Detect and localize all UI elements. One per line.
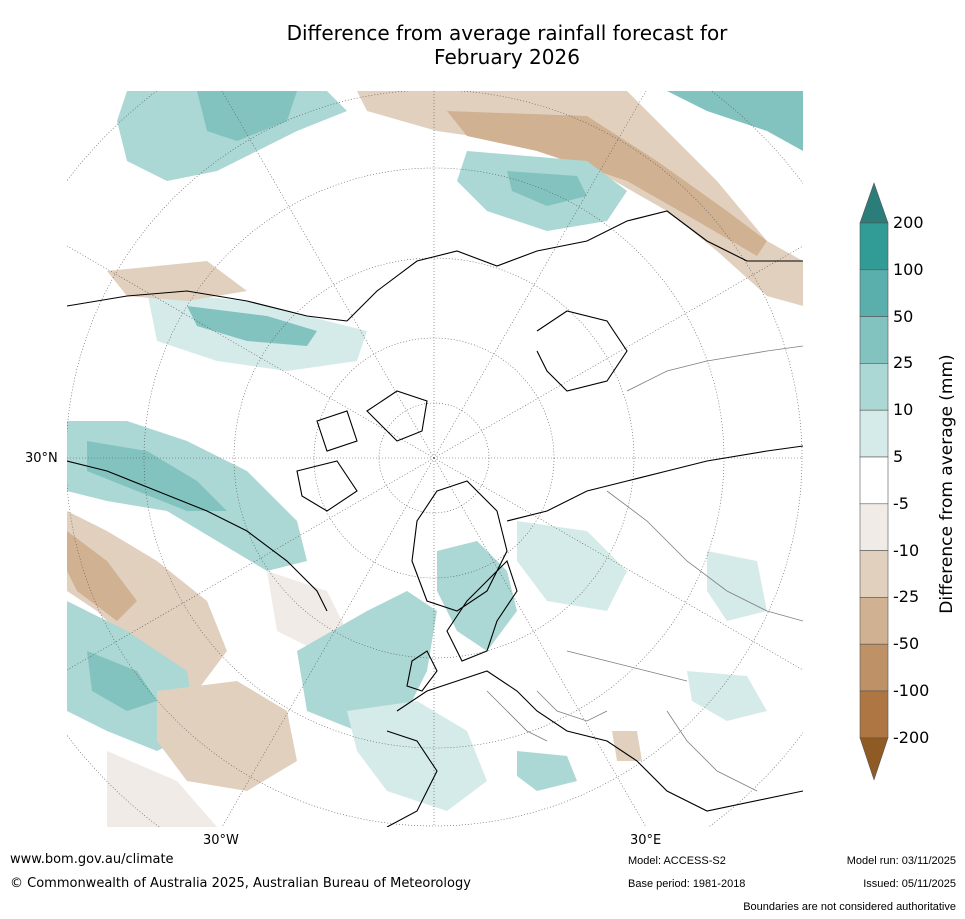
colorbar-tick-label: 100 [893, 259, 924, 279]
footer-model: Model: ACCESS-S2 [628, 855, 726, 867]
colorbar-tick-label: 25 [893, 353, 914, 373]
anomaly-region-wet-topleft-core [197, 91, 297, 141]
country-borders [486, 345, 803, 792]
lon-label-30w: 30°W [203, 833, 239, 848]
colorbar-tick-label: -5 [893, 493, 909, 513]
footer-copyright: © Commonwealth of Australia 2025, Austra… [10, 876, 471, 891]
anomaly-region-wet-asia-core [87, 441, 227, 511]
coastline-russia-arctic [506, 445, 803, 522]
anomaly-region-wet-canada-core [507, 171, 587, 206]
colorbar-swatch [859, 597, 889, 645]
anomaly-region-wet-siberia-core [187, 306, 317, 346]
anomaly-region-dry-lowerleft-core [67, 531, 137, 621]
coastline-uk [406, 650, 438, 692]
lon-label-30e: 30°E [630, 833, 662, 848]
anomaly-region-wet-lowerleft-core [87, 651, 157, 711]
coastline-scandinavia [446, 559, 518, 662]
colorbar-swatch [859, 643, 889, 692]
footer-model-run: Model run: 03/11/2025 [846, 855, 956, 867]
coastlines [67, 210, 803, 827]
colorbar-title: Difference from average (mm) [937, 354, 957, 614]
coastline-europe [396, 670, 803, 812]
footer-disclaimer: Boundaries are not considered authoritat… [743, 901, 956, 913]
coastline-arctic-islands [296, 390, 428, 512]
colorbar-tick-label: 5 [893, 447, 904, 466]
colorbar-tick-label: 200 [893, 213, 924, 232]
anomaly-region-wet-atlantic [297, 591, 437, 731]
coastline-siberia [67, 460, 328, 612]
rainfall-anomaly-map [67, 91, 803, 827]
anomaly-region-dry-bottom [157, 681, 297, 791]
anomaly-region-wet-europe [437, 541, 517, 651]
coastline-greenland [411, 480, 508, 612]
colorbar-swatch [859, 690, 889, 739]
colorbar-swatch [859, 316, 889, 364]
colorbar-swatch [859, 503, 889, 551]
anomaly-region-wet-russia [517, 521, 627, 611]
colorbar-swatch [859, 363, 889, 411]
anomaly-region-wet-atlantic-light [347, 701, 487, 811]
anomaly-region-dry-lowerleft [67, 511, 227, 691]
colorbar-swatch [859, 222, 889, 271]
colorbar-extend-max [859, 182, 889, 224]
coastline-north-america [346, 210, 803, 322]
chart-title-line-2: February 2026 [434, 45, 580, 69]
colorbar-tick-label: -50 [893, 634, 920, 654]
colorbar-extend-min [859, 737, 889, 781]
colorbar-tick-label: -200 [893, 727, 930, 747]
anomaly-region-wet-caspian [687, 671, 767, 721]
footer-base-period: Base period: 1981-2018 [628, 878, 746, 890]
colorbar-swatch [859, 409, 889, 458]
coastline-iberia [386, 730, 438, 827]
anomaly-region-dry-bottom3 [267, 571, 347, 651]
colorbar [859, 182, 889, 781]
anomaly-region-wet-mediterranean [517, 751, 577, 791]
anomaly-region-wet-topright [667, 91, 803, 151]
colorbar-tick-label: 10 [893, 400, 914, 420]
colorbar-tick-label: -100 [893, 681, 930, 700]
colorbar-tick-label: -10 [893, 540, 920, 560]
colorbar-tick-label: 50 [893, 306, 914, 326]
anomaly-region-dry-top-core [447, 111, 767, 256]
footer-issued: Issued: 05/11/2025 [863, 878, 956, 890]
anomaly-region-dry-arabia [612, 731, 642, 761]
footer-website[interactable]: www.bom.gov.au/climate [10, 852, 174, 867]
coastline-alaska [67, 290, 348, 322]
chart-title-line-1: Difference from average rainfall forecas… [286, 21, 728, 45]
coastline-hudson-bay [536, 310, 628, 392]
anomaly-region-dry-bottom2 [107, 751, 217, 827]
colorbar-swatch [859, 269, 889, 317]
colorbar-swatch [859, 550, 889, 598]
colorbar-tick-label: -25 [893, 587, 920, 607]
lat-label-30n: 30°N [25, 451, 58, 466]
anomaly-shading [67, 91, 803, 827]
colorbar-swatch [859, 456, 889, 505]
